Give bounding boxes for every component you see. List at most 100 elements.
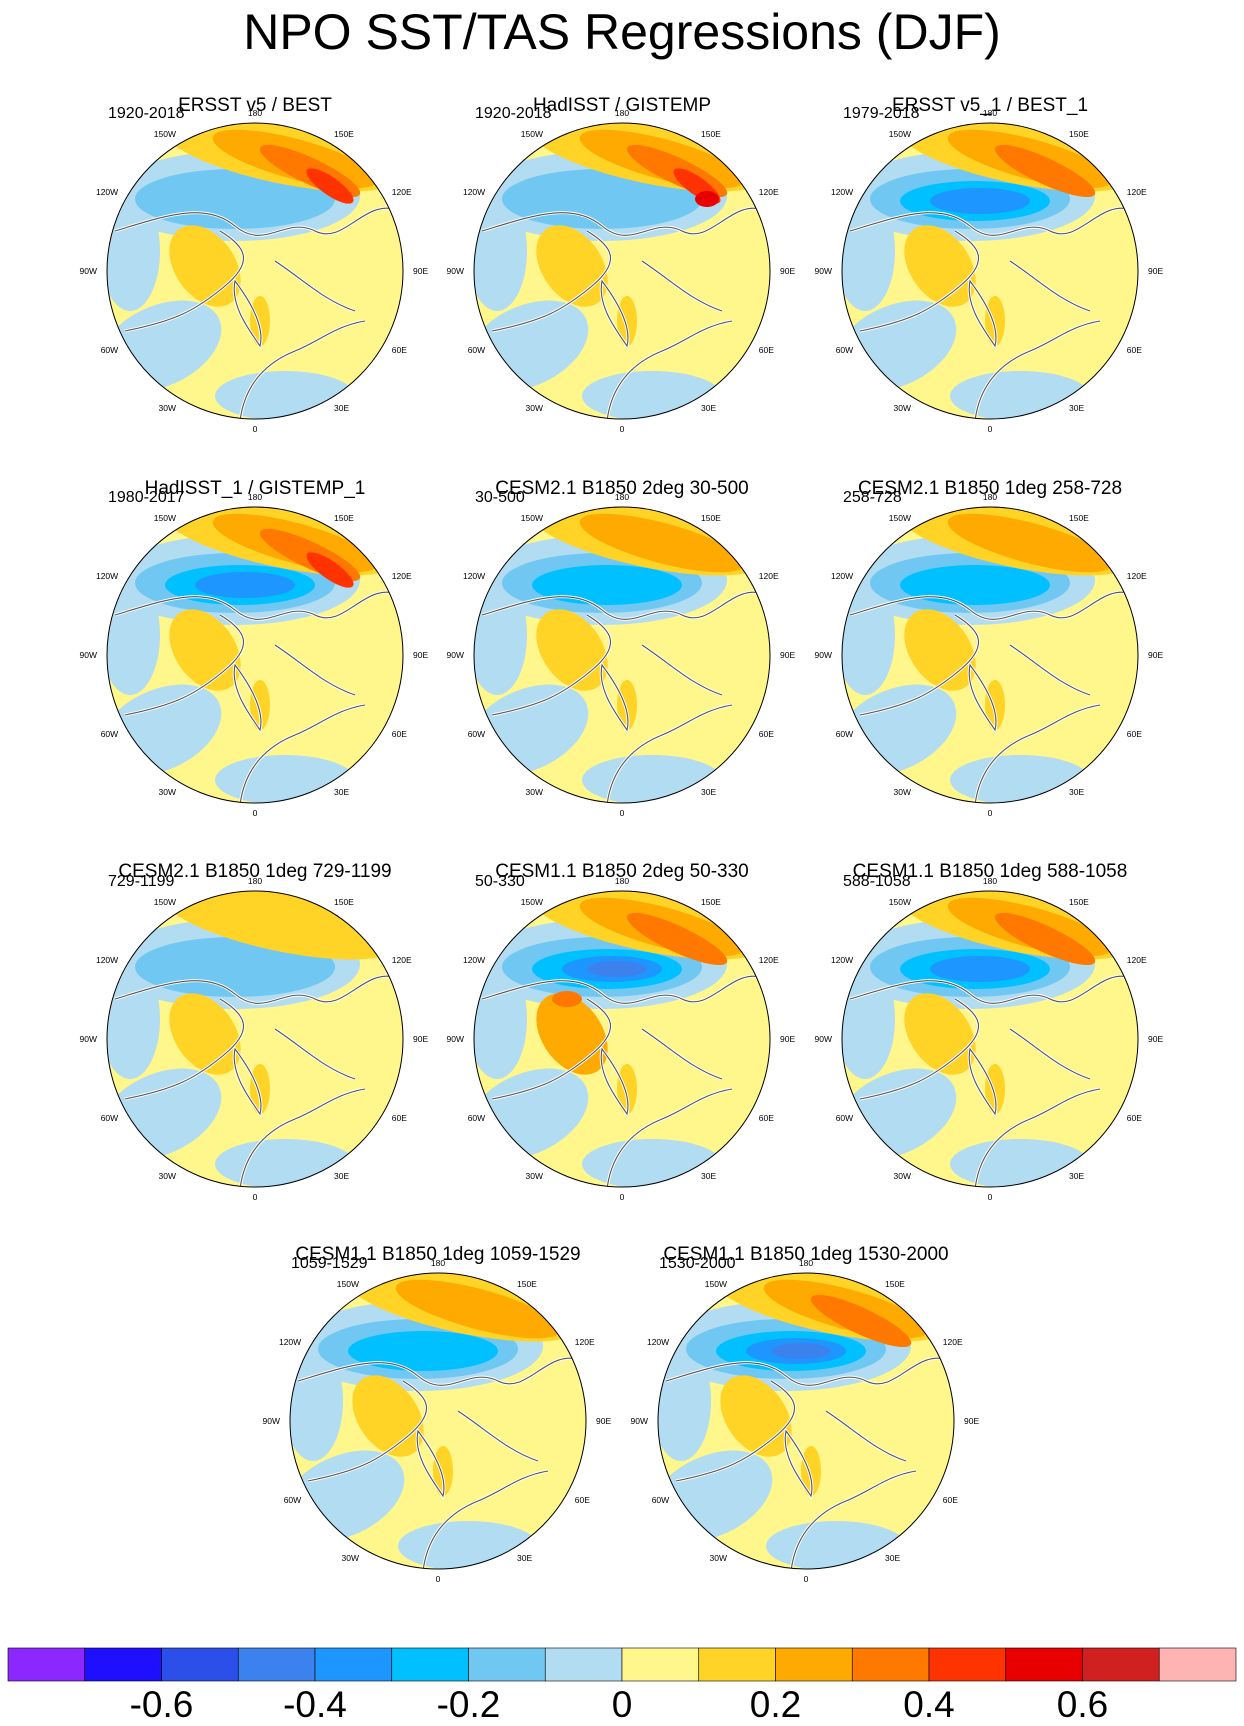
coastlines [481,207,768,419]
longitude-label: 120W [831,187,853,197]
greenland-warm-patch [250,1064,270,1114]
longitude-label: 150W [337,1279,359,1289]
panel-title: CESM2.1 B1850 2deg 30-500 [495,478,749,499]
longitude-label: 0 [253,424,258,434]
colorbar-swatch [1082,1647,1160,1682]
coastline-1 [859,230,979,332]
map-border [841,122,1139,420]
colorbar-swatch [1158,1647,1237,1682]
regression-field [842,891,1138,1187]
pacific-warm-mid [579,513,745,573]
map-border [106,506,404,804]
longitude-label: 60E [392,345,407,355]
longitude-label: 120W [463,187,485,197]
longitude-label: 30E [334,787,349,797]
map-border [473,122,771,420]
longitude-label: 60W [101,345,118,355]
longitude-label: 120E [392,187,412,197]
coastline-4 [968,279,997,348]
longitude-label: 150W [154,513,176,523]
colorbar-tick-label: -0.6 [130,1684,194,1725]
coastline-1 [859,998,979,1100]
colorbar-swatch [1005,1647,1083,1682]
longitude-label: 150E [701,513,721,523]
longitude-label: 150W [521,129,543,139]
longitude-label: 120W [279,1337,301,1347]
longitude-label: 60E [759,1113,774,1123]
longitude-label: 90W [631,1416,648,1426]
longitude-label: 90E [780,650,795,660]
longitude-label: 120W [96,955,118,965]
panel-title: ERSST v5 / BEST [178,95,332,116]
longitude-label: 30E [701,1171,716,1181]
panel-period: 1920-2018 [108,105,185,122]
longitude-label: 30E [701,787,716,797]
colorbar-swatch [237,1647,316,1682]
coastline-2 [422,1470,549,1569]
longitude-label: 0 [620,1192,625,1202]
greenland-warm-patch [250,296,270,346]
panel-period: 1530-2000 [659,1255,736,1272]
longitude-label: 150W [154,129,176,139]
map-panel-3: 180 150E 120E 90E 60E 30E 0 30W 60W 90W 120W 150W ER… [815,95,1164,434]
longitude-label: 90W [815,266,832,276]
longitude-label: 60E [392,729,407,739]
longitude-label: 60E [392,1113,407,1123]
coastline-3 [825,1410,907,1462]
colorbar-swatch [698,1647,776,1682]
longitude-label: 60W [284,1495,301,1505]
map-border [473,890,771,1188]
coastline-0 [114,207,401,236]
coastlines [665,1357,952,1569]
longitude-label: 150E [701,129,721,139]
coastline-3 [1009,644,1091,696]
longitude-label: 180 [983,108,997,118]
map-panel-8: 180 150E 120E 90E 60E 30E 0 30W 60W 90W 120W 150W CE… [447,861,796,1202]
colorbar-swatch [851,1647,930,1682]
panel-title: ERSST v5_1 / BEST_1 [892,95,1088,116]
coastline-1 [491,614,611,716]
panel-period: 50-330 [475,873,525,890]
coastlines [849,975,1136,1187]
colorbar-swatch [391,1647,469,1682]
coastline-0 [297,1357,584,1386]
longitude-label: 180 [799,1258,813,1268]
map-border [473,506,771,804]
coastline-3 [274,644,356,696]
longitude-label: 0 [253,808,258,818]
map-panel-4: 180 150E 120E 90E 60E 30E 0 30W 60W 90W 120W 150W Ha… [80,478,429,818]
coastline-4 [600,279,629,348]
panel-period: 1979-2018 [843,105,920,122]
longitude-label: 30W [159,403,176,413]
coastlines [114,207,401,419]
panel-title: CESM1.1 B1850 1deg 1059-1529 [295,1244,580,1265]
longitude-label: 30W [159,1171,176,1181]
longitude-label: 150W [889,129,911,139]
longitude-label: 180 [248,492,262,502]
panel-period: 258-728 [843,489,902,506]
longitude-label: 30W [894,403,911,413]
regression-field [290,1273,586,1569]
longitude-label: 120W [831,571,853,581]
longitude-label: 90W [80,650,97,660]
longitude-label: 60W [836,729,853,739]
longitude-label: 0 [988,808,993,818]
coastline-2 [974,1088,1101,1187]
coastline-3 [1009,260,1091,312]
longitude-label: 90E [596,1416,611,1426]
coastline-2 [974,704,1101,803]
coastline-0 [849,591,1136,620]
longitude-label: 30E [701,403,716,413]
pacific-warm-inner [994,144,1096,198]
longitude-label: 0 [436,1574,441,1584]
pacific-cool-core [930,188,1030,214]
coastlines [297,1357,584,1569]
longitude-label: 60E [759,729,774,739]
longitude-label: 120E [575,1337,595,1347]
map-panel-5: 180 150E 120E 90E 60E 30E 0 30W 60W 90W 120W 150W CE… [447,478,796,818]
coastlines [114,591,401,803]
map-border [289,1272,587,1570]
longitude-label: 90E [413,266,428,276]
longitude-label: 60E [943,1495,958,1505]
pacific-warm-mid [395,1279,561,1339]
